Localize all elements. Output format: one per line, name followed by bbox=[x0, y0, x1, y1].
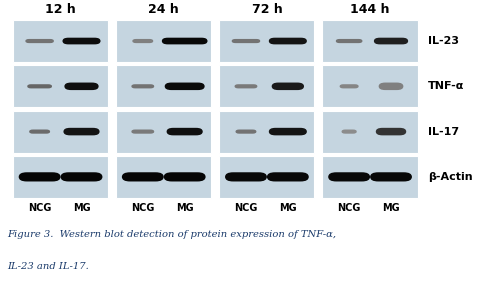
FancyBboxPatch shape bbox=[63, 128, 100, 135]
Text: NCG: NCG bbox=[28, 203, 51, 213]
Text: 144 h: 144 h bbox=[350, 3, 390, 16]
FancyBboxPatch shape bbox=[219, 20, 314, 62]
FancyBboxPatch shape bbox=[27, 84, 52, 88]
FancyBboxPatch shape bbox=[340, 84, 359, 88]
FancyBboxPatch shape bbox=[370, 172, 412, 181]
FancyBboxPatch shape bbox=[322, 156, 418, 198]
FancyBboxPatch shape bbox=[219, 156, 314, 198]
FancyBboxPatch shape bbox=[29, 130, 50, 134]
FancyBboxPatch shape bbox=[13, 156, 108, 198]
FancyBboxPatch shape bbox=[116, 20, 211, 62]
FancyBboxPatch shape bbox=[379, 83, 403, 90]
FancyBboxPatch shape bbox=[13, 20, 108, 62]
FancyBboxPatch shape bbox=[236, 130, 256, 134]
FancyBboxPatch shape bbox=[269, 128, 307, 135]
Text: Figure 3.  Western blot detection of protein expression of TNF-α,: Figure 3. Western blot detection of prot… bbox=[7, 230, 336, 239]
FancyBboxPatch shape bbox=[62, 38, 100, 44]
FancyBboxPatch shape bbox=[219, 65, 314, 107]
Text: TNF-α: TNF-α bbox=[428, 81, 464, 91]
Text: MG: MG bbox=[73, 203, 90, 213]
FancyBboxPatch shape bbox=[13, 65, 108, 107]
FancyBboxPatch shape bbox=[336, 39, 362, 43]
FancyBboxPatch shape bbox=[322, 111, 418, 153]
FancyBboxPatch shape bbox=[132, 39, 153, 43]
Text: MG: MG bbox=[176, 203, 194, 213]
FancyBboxPatch shape bbox=[167, 128, 203, 135]
FancyBboxPatch shape bbox=[60, 172, 102, 181]
Text: NCG: NCG bbox=[234, 203, 257, 213]
Text: β-Actin: β-Actin bbox=[428, 172, 472, 182]
FancyBboxPatch shape bbox=[122, 172, 164, 181]
FancyBboxPatch shape bbox=[64, 83, 99, 90]
FancyBboxPatch shape bbox=[116, 156, 211, 198]
FancyBboxPatch shape bbox=[225, 172, 267, 181]
FancyBboxPatch shape bbox=[131, 130, 154, 134]
FancyBboxPatch shape bbox=[219, 111, 314, 153]
FancyBboxPatch shape bbox=[232, 39, 260, 43]
FancyBboxPatch shape bbox=[374, 38, 408, 44]
FancyBboxPatch shape bbox=[25, 39, 54, 43]
Text: IL-23 and IL-17.: IL-23 and IL-17. bbox=[7, 261, 89, 271]
FancyBboxPatch shape bbox=[271, 83, 304, 90]
FancyBboxPatch shape bbox=[328, 172, 370, 181]
FancyBboxPatch shape bbox=[165, 83, 205, 90]
FancyBboxPatch shape bbox=[322, 65, 418, 107]
FancyBboxPatch shape bbox=[164, 172, 206, 181]
Text: IL-17: IL-17 bbox=[428, 127, 459, 137]
FancyBboxPatch shape bbox=[322, 20, 418, 62]
Text: IL-23: IL-23 bbox=[428, 36, 459, 46]
FancyBboxPatch shape bbox=[269, 38, 307, 44]
FancyBboxPatch shape bbox=[116, 65, 211, 107]
Text: 24 h: 24 h bbox=[148, 3, 179, 16]
FancyBboxPatch shape bbox=[235, 84, 257, 88]
FancyBboxPatch shape bbox=[162, 38, 208, 44]
Text: 72 h: 72 h bbox=[251, 3, 282, 16]
FancyBboxPatch shape bbox=[267, 172, 309, 181]
FancyBboxPatch shape bbox=[13, 111, 108, 153]
FancyBboxPatch shape bbox=[341, 130, 357, 134]
FancyBboxPatch shape bbox=[18, 172, 60, 181]
Text: NCG: NCG bbox=[337, 203, 361, 213]
Text: MG: MG bbox=[279, 203, 297, 213]
Text: NCG: NCG bbox=[131, 203, 155, 213]
FancyBboxPatch shape bbox=[376, 128, 406, 135]
FancyBboxPatch shape bbox=[131, 84, 154, 88]
Text: MG: MG bbox=[382, 203, 400, 213]
Text: 12 h: 12 h bbox=[45, 3, 76, 16]
FancyBboxPatch shape bbox=[116, 111, 211, 153]
